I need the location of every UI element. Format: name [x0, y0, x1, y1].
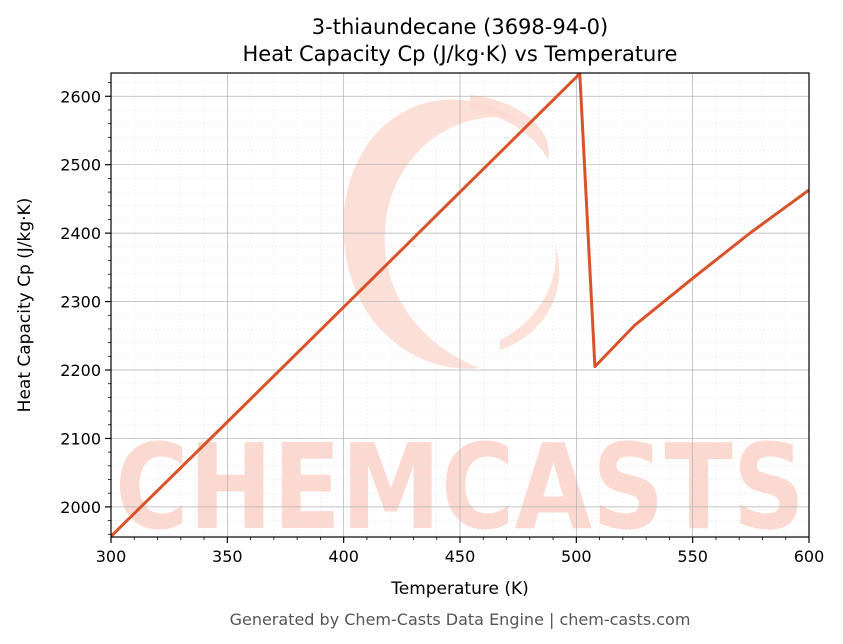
- y-tick-label: 2100: [60, 429, 101, 448]
- y-tick-label: 2200: [60, 361, 101, 380]
- footer-credit: Generated by Chem-Casts Data Engine | ch…: [230, 610, 691, 629]
- x-tick-labels: 300 350 400 450 500 550 600: [96, 547, 825, 566]
- chart-title-line1: 3-thiaundecane (3698-94-0): [312, 15, 608, 39]
- x-axis-label: Temperature (K): [390, 579, 529, 599]
- series-group: [111, 73, 809, 537]
- watermark-logo: [343, 95, 560, 369]
- y-tick-labels: 2000 2100 2200 2300 2400 2500 2600: [60, 87, 101, 517]
- y-tick-label: 2600: [60, 87, 101, 106]
- x-tick-label: 450: [445, 547, 476, 566]
- chart-title-line2: Heat Capacity Cp (J/kg·K) vs Temperature: [243, 42, 678, 66]
- series-line: [111, 73, 809, 537]
- ticks: [105, 82, 810, 543]
- y-axis-label: Heat Capacity Cp (J/kg·K): [15, 198, 35, 413]
- x-tick-label: 300: [96, 547, 127, 566]
- y-tick-label: 2500: [60, 156, 101, 175]
- watermark-swoosh: [343, 99, 520, 369]
- y-tick-label: 2300: [60, 293, 101, 312]
- x-tick-label: 500: [561, 547, 592, 566]
- x-tick-label: 350: [212, 547, 243, 566]
- y-tick-label: 2400: [60, 224, 101, 243]
- x-tick-label: 600: [794, 547, 825, 566]
- watermark-swoosh: [470, 95, 549, 160]
- x-tick-label: 400: [328, 547, 359, 566]
- x-tick-label: 550: [677, 547, 708, 566]
- y-tick-label: 2000: [60, 498, 101, 517]
